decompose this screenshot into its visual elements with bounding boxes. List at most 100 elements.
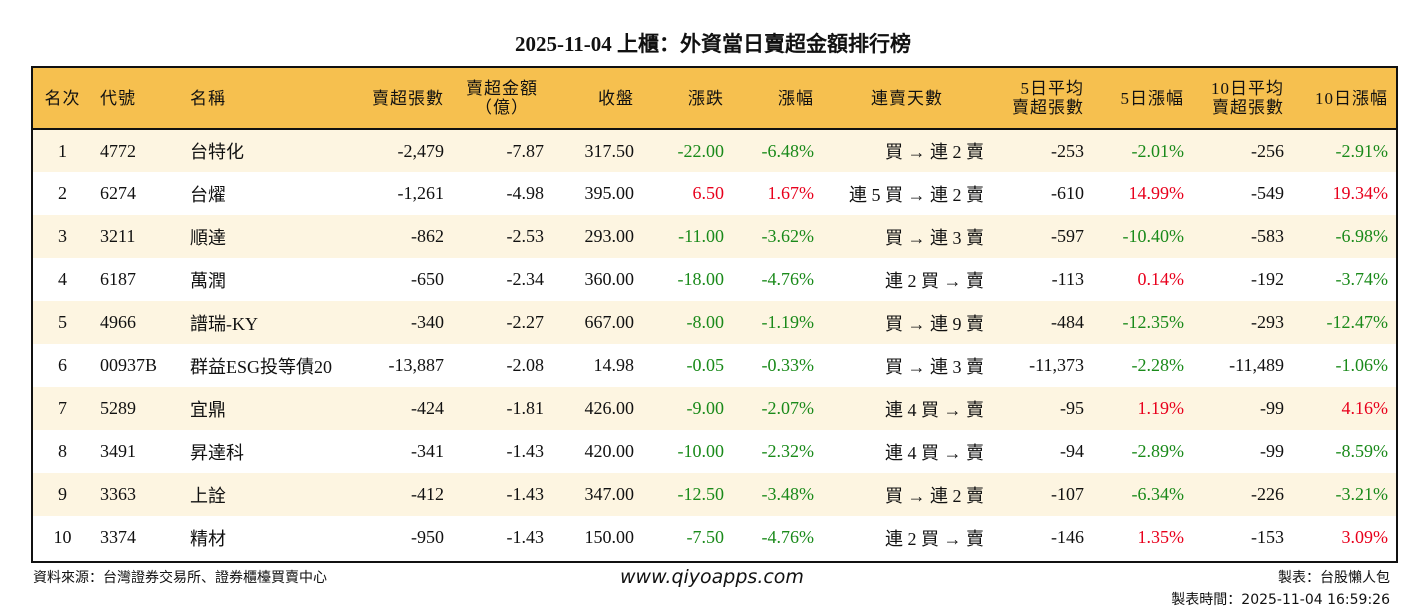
cell-avg10-net-sell: -256	[1251, 140, 1284, 161]
header-pct10: 10日漲幅	[1315, 88, 1388, 108]
header-code: 代號	[100, 88, 136, 108]
cell-change-pct: 1.67%	[767, 183, 815, 203]
cell-net-sell-lots: -424	[411, 398, 444, 418]
cell-rank: 9	[58, 484, 67, 504]
cell-avg5-net-sell: -107	[1051, 484, 1084, 504]
cell-change: 6.50	[692, 183, 725, 203]
cell-change: -7.50	[686, 527, 725, 547]
header-change: 漲跌	[688, 88, 724, 108]
cell-pct10: 4.16%	[1341, 398, 1389, 418]
cell-change-pct: -2.32%	[761, 441, 815, 461]
table-header-row: 名次 代號 名稱 賣超張數 賣超金額 （億） 收盤 漲跌 漲幅 連賣天數 5日平均 賣超張數 5日漲…	[33, 68, 1396, 129]
cell-close: 347.00	[584, 484, 635, 504]
cell-close: 317.50	[584, 140, 635, 161]
cell-change: -0.05	[686, 355, 725, 375]
footer-credits: 製表：台股懶人包 製表時間：2025-11-04 16:59:26	[1171, 567, 1390, 611]
cell-close: 360.00	[584, 269, 635, 289]
cell-net-sell-amount: -2.08	[506, 355, 545, 375]
ranking-table: 名次 代號 名稱 賣超張數 賣超金額 （億） 收盤 漲跌 漲幅 連賣天數 5日平均 賣超張數 5日漲…	[33, 68, 1396, 559]
table-row: 10 3374 精材 -950 -1.43 150.00 -7.50 -4.76% 連 2 買 …	[33, 516, 1396, 559]
cell-net-sell-amount: -2.53	[506, 226, 545, 246]
table-row: 8 3491 昇達科 -341 -1.43 420.00 -10.00 -2.32% 連 4 買…	[33, 430, 1396, 473]
cell-rank: 10	[53, 527, 72, 547]
cell-pct10: -1.06%	[1335, 355, 1389, 375]
cell-pct10: -3.21%	[1335, 484, 1389, 504]
cell-avg10-net-sell: -11,489	[1229, 355, 1284, 375]
cell-name: 萬潤	[190, 270, 226, 291]
website-link[interactable]: www.qiyoapps.com	[620, 566, 804, 588]
cell-avg5-net-sell: -113	[1051, 269, 1084, 289]
cell-pct10: -3.74%	[1335, 269, 1389, 289]
cell-change: -9.00	[686, 398, 725, 418]
table-row: 7 5289 宜鼎 -424 -1.81 426.00 -9.00 -2.07% 連 4 買 →…	[33, 387, 1396, 430]
cell-change: -18.00	[677, 269, 725, 289]
header-streak: 連賣天數	[871, 88, 943, 108]
cell-change: -22.00	[677, 140, 725, 161]
cell-net-sell-lots: -950	[411, 527, 444, 547]
cell-avg10-net-sell: -549	[1251, 183, 1284, 203]
cell-pct5: -2.01%	[1131, 140, 1185, 161]
cell-change: -10.00	[677, 441, 725, 461]
cell-streak: 買 → 連 9 賣	[885, 313, 984, 334]
cell-avg5-net-sell: -95	[1060, 398, 1084, 418]
cell-name: 順達	[190, 227, 226, 248]
cell-close: 420.00	[584, 441, 635, 461]
cell-change-pct: -1.19%	[761, 312, 815, 332]
table-row: 1 4772 台特化 -2,479 -7.87 317.50 -22.00 -6.48% 買 →…	[33, 129, 1396, 172]
cell-pct10: 3.09%	[1341, 527, 1389, 547]
cell-avg5-net-sell: -11,373	[1029, 355, 1084, 375]
cell-pct10: -12.47%	[1326, 312, 1389, 332]
made-time: 製表時間：2025-11-04 16:59:26	[1171, 592, 1390, 608]
cell-streak: 連 4 買 → 賣	[885, 442, 984, 463]
cell-name: 昇達科	[190, 442, 244, 463]
cell-code: 4966	[100, 312, 136, 332]
cell-streak: 買 → 連 2 賣	[885, 485, 984, 506]
cell-code: 3363	[100, 484, 136, 504]
cell-rank: 3	[58, 226, 67, 246]
cell-streak: 買 → 連 2 賣	[885, 142, 984, 162]
cell-pct5: 14.99%	[1128, 183, 1185, 203]
cell-change-pct: -4.76%	[761, 269, 815, 289]
cell-net-sell-lots: -13,887	[388, 355, 445, 375]
cell-rank: 6	[58, 355, 67, 375]
cell-code: 3211	[100, 226, 136, 246]
cell-pct5: 1.35%	[1137, 527, 1185, 547]
cell-change-pct: -0.33%	[761, 355, 815, 375]
header-change-pct: 漲幅	[778, 88, 814, 108]
header-close: 收盤	[598, 88, 634, 108]
cell-change-pct: -3.48%	[761, 484, 815, 504]
cell-change: -12.50	[677, 484, 725, 504]
cell-avg10-net-sell: -293	[1251, 312, 1284, 332]
cell-rank: 8	[58, 441, 67, 461]
cell-streak: 連 5 買 → 連 2 賣	[849, 184, 984, 205]
cell-rank: 7	[58, 398, 67, 418]
cell-close: 395.00	[584, 183, 635, 203]
cell-code: 3374	[100, 527, 136, 547]
cell-name: 上詮	[190, 485, 226, 506]
cell-streak: 連 4 買 → 賣	[885, 399, 984, 420]
cell-pct5: -2.28%	[1131, 355, 1185, 375]
cell-rank: 2	[58, 183, 67, 203]
cell-streak: 買 → 連 3 賣	[885, 356, 984, 377]
table-row: 4 6187 萬潤 -650 -2.34 360.00 -18.00 -4.76% 連 2 買 …	[33, 258, 1396, 301]
cell-net-sell-amount: -1.43	[506, 441, 545, 461]
header-net-sell-lots: 賣超張數	[372, 88, 444, 108]
cell-avg5-net-sell: -253	[1051, 140, 1084, 161]
data-source: 資料來源：台灣證券交易所、證券櫃檯買賣中心	[33, 570, 327, 586]
cell-net-sell-amount: -2.34	[506, 269, 545, 289]
cell-close: 150.00	[584, 527, 635, 547]
cell-net-sell-lots: -862	[411, 226, 444, 246]
cell-rank: 1	[58, 140, 67, 161]
cell-change-pct: -6.48%	[761, 140, 815, 161]
cell-close: 14.98	[593, 355, 635, 375]
cell-close: 426.00	[584, 398, 635, 418]
table-row: 3 3211 順達 -862 -2.53 293.00 -11.00 -3.62% 買 → 連 …	[33, 215, 1396, 258]
cell-net-sell-lots: -412	[411, 484, 444, 504]
cell-name: 台燿	[190, 184, 226, 205]
cell-avg10-net-sell: -583	[1251, 226, 1284, 246]
cell-net-sell-amount: -2.27	[506, 312, 545, 332]
header-avg5-net-sell: 5日平均 賣超張數	[1012, 79, 1084, 117]
cell-net-sell-lots: -341	[411, 441, 444, 461]
cell-streak: 連 2 買 → 賣	[885, 270, 984, 291]
cell-name: 宜鼎	[190, 399, 226, 420]
